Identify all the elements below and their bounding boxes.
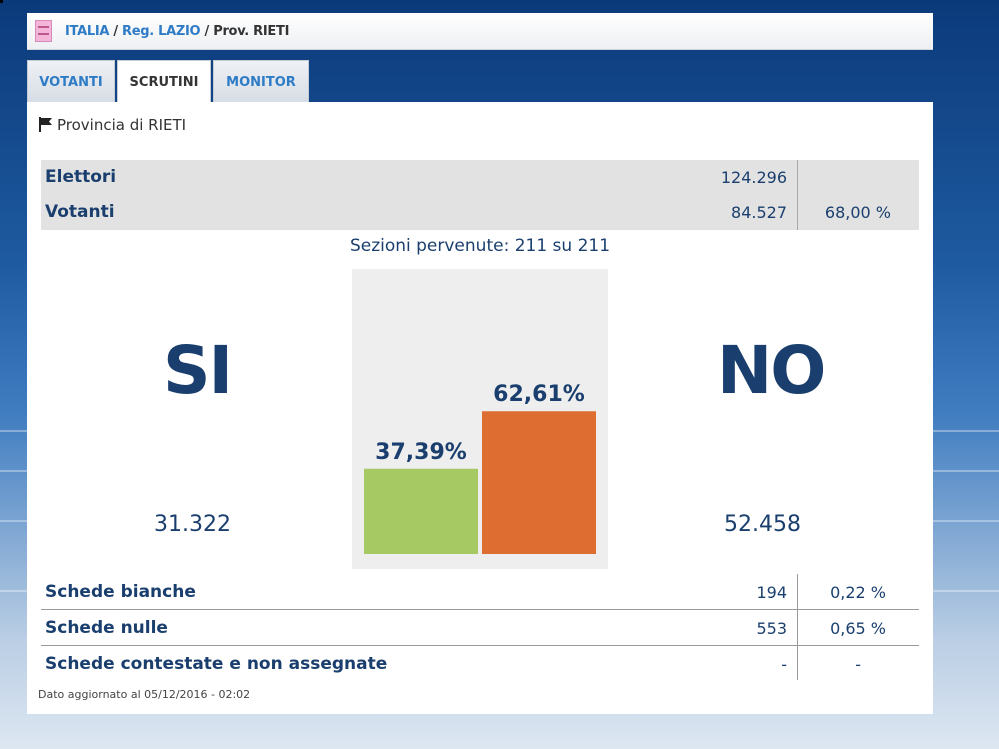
si-label: SI — [163, 332, 233, 409]
mouse-cursor — [0, 0, 3, 3]
schede-contestate-pct: - — [855, 655, 861, 674]
elettori-label: Elettori — [45, 167, 117, 187]
table-row: Schede bianche 194 0,22 % — [41, 574, 919, 610]
breadcrumb-separator: / — [109, 24, 123, 39]
no-label: NO — [717, 332, 826, 409]
breadcrumb-bar: ITALIA / Reg. LAZIO / Prov. RIETI — [27, 13, 933, 50]
main-panel: Provincia di RIETI Elettori 124.296 Vota… — [27, 102, 933, 714]
breadcrumb-separator: / — [200, 24, 214, 39]
last-updated: Dato aggiornato al 05/12/2016 - 02:02 — [38, 688, 251, 701]
schede-nulle-label: Schede nulle — [45, 618, 168, 638]
province-heading: Provincia di RIETI — [39, 116, 186, 134]
bar-label-si: 37,39% — [375, 440, 467, 465]
tab-votanti[interactable]: VOTANTI — [27, 60, 115, 102]
column-divider — [797, 160, 798, 230]
summary-row-votanti: Votanti 84.527 68,00 % — [41, 195, 919, 230]
summary-row-elettori: Elettori 124.296 — [41, 160, 919, 195]
table-row: Schede contestate e non assegnate - - — [41, 646, 919, 682]
votanti-pct: 68,00 % — [824, 203, 891, 222]
schede-nulle-value: 553 — [756, 619, 787, 638]
breadcrumb-italia[interactable]: ITALIA — [65, 24, 110, 39]
si-votes: 31.322 — [154, 512, 231, 537]
ballot-icon — [35, 20, 52, 42]
column-divider — [797, 574, 798, 680]
schede-contestate-label: Schede contestate e non assegnate — [45, 654, 388, 674]
elettori-value: 124.296 — [720, 168, 787, 187]
province-title: Provincia di RIETI — [57, 116, 187, 134]
results-chart: 37,39% 62,61% — [352, 269, 608, 569]
row-divider — [41, 609, 919, 610]
no-votes: 52.458 — [724, 512, 801, 537]
tab-monitor[interactable]: MONITOR — [213, 60, 309, 102]
breadcrumb: ITALIA / Reg. LAZIO / Prov. RIETI — [65, 24, 289, 39]
bar-no — [482, 411, 596, 554]
summary-table: Elettori 124.296 Votanti 84.527 68,00 % — [41, 160, 919, 230]
bar-si — [364, 468, 478, 554]
table-row: Schede nulle 553 0,65 % — [41, 610, 919, 646]
schede-contestate-value: - — [781, 655, 787, 674]
schede-nulle-pct: 0,65 % — [830, 619, 886, 638]
breadcrumb-regione[interactable]: Reg. LAZIO — [122, 24, 201, 39]
results-chart-svg: 37,39% 62,61% — [364, 382, 596, 554]
schede-bianche-pct: 0,22 % — [830, 583, 886, 602]
breadcrumb-provincia: Prov. RIETI — [213, 24, 290, 39]
votanti-value: 84.527 — [731, 203, 787, 222]
schede-bianche-label: Schede bianche — [45, 582, 196, 602]
tab-scrutini[interactable]: SCRUTINI — [117, 60, 211, 103]
flag-icon — [39, 117, 52, 132]
schede-bianche-value: 194 — [756, 583, 787, 602]
votanti-label: Votanti — [45, 202, 115, 222]
bar-label-no: 62,61% — [493, 382, 585, 407]
row-divider — [41, 645, 919, 646]
sezioni-pervenute: Sezioni pervenute: 211 su 211 — [349, 236, 611, 256]
